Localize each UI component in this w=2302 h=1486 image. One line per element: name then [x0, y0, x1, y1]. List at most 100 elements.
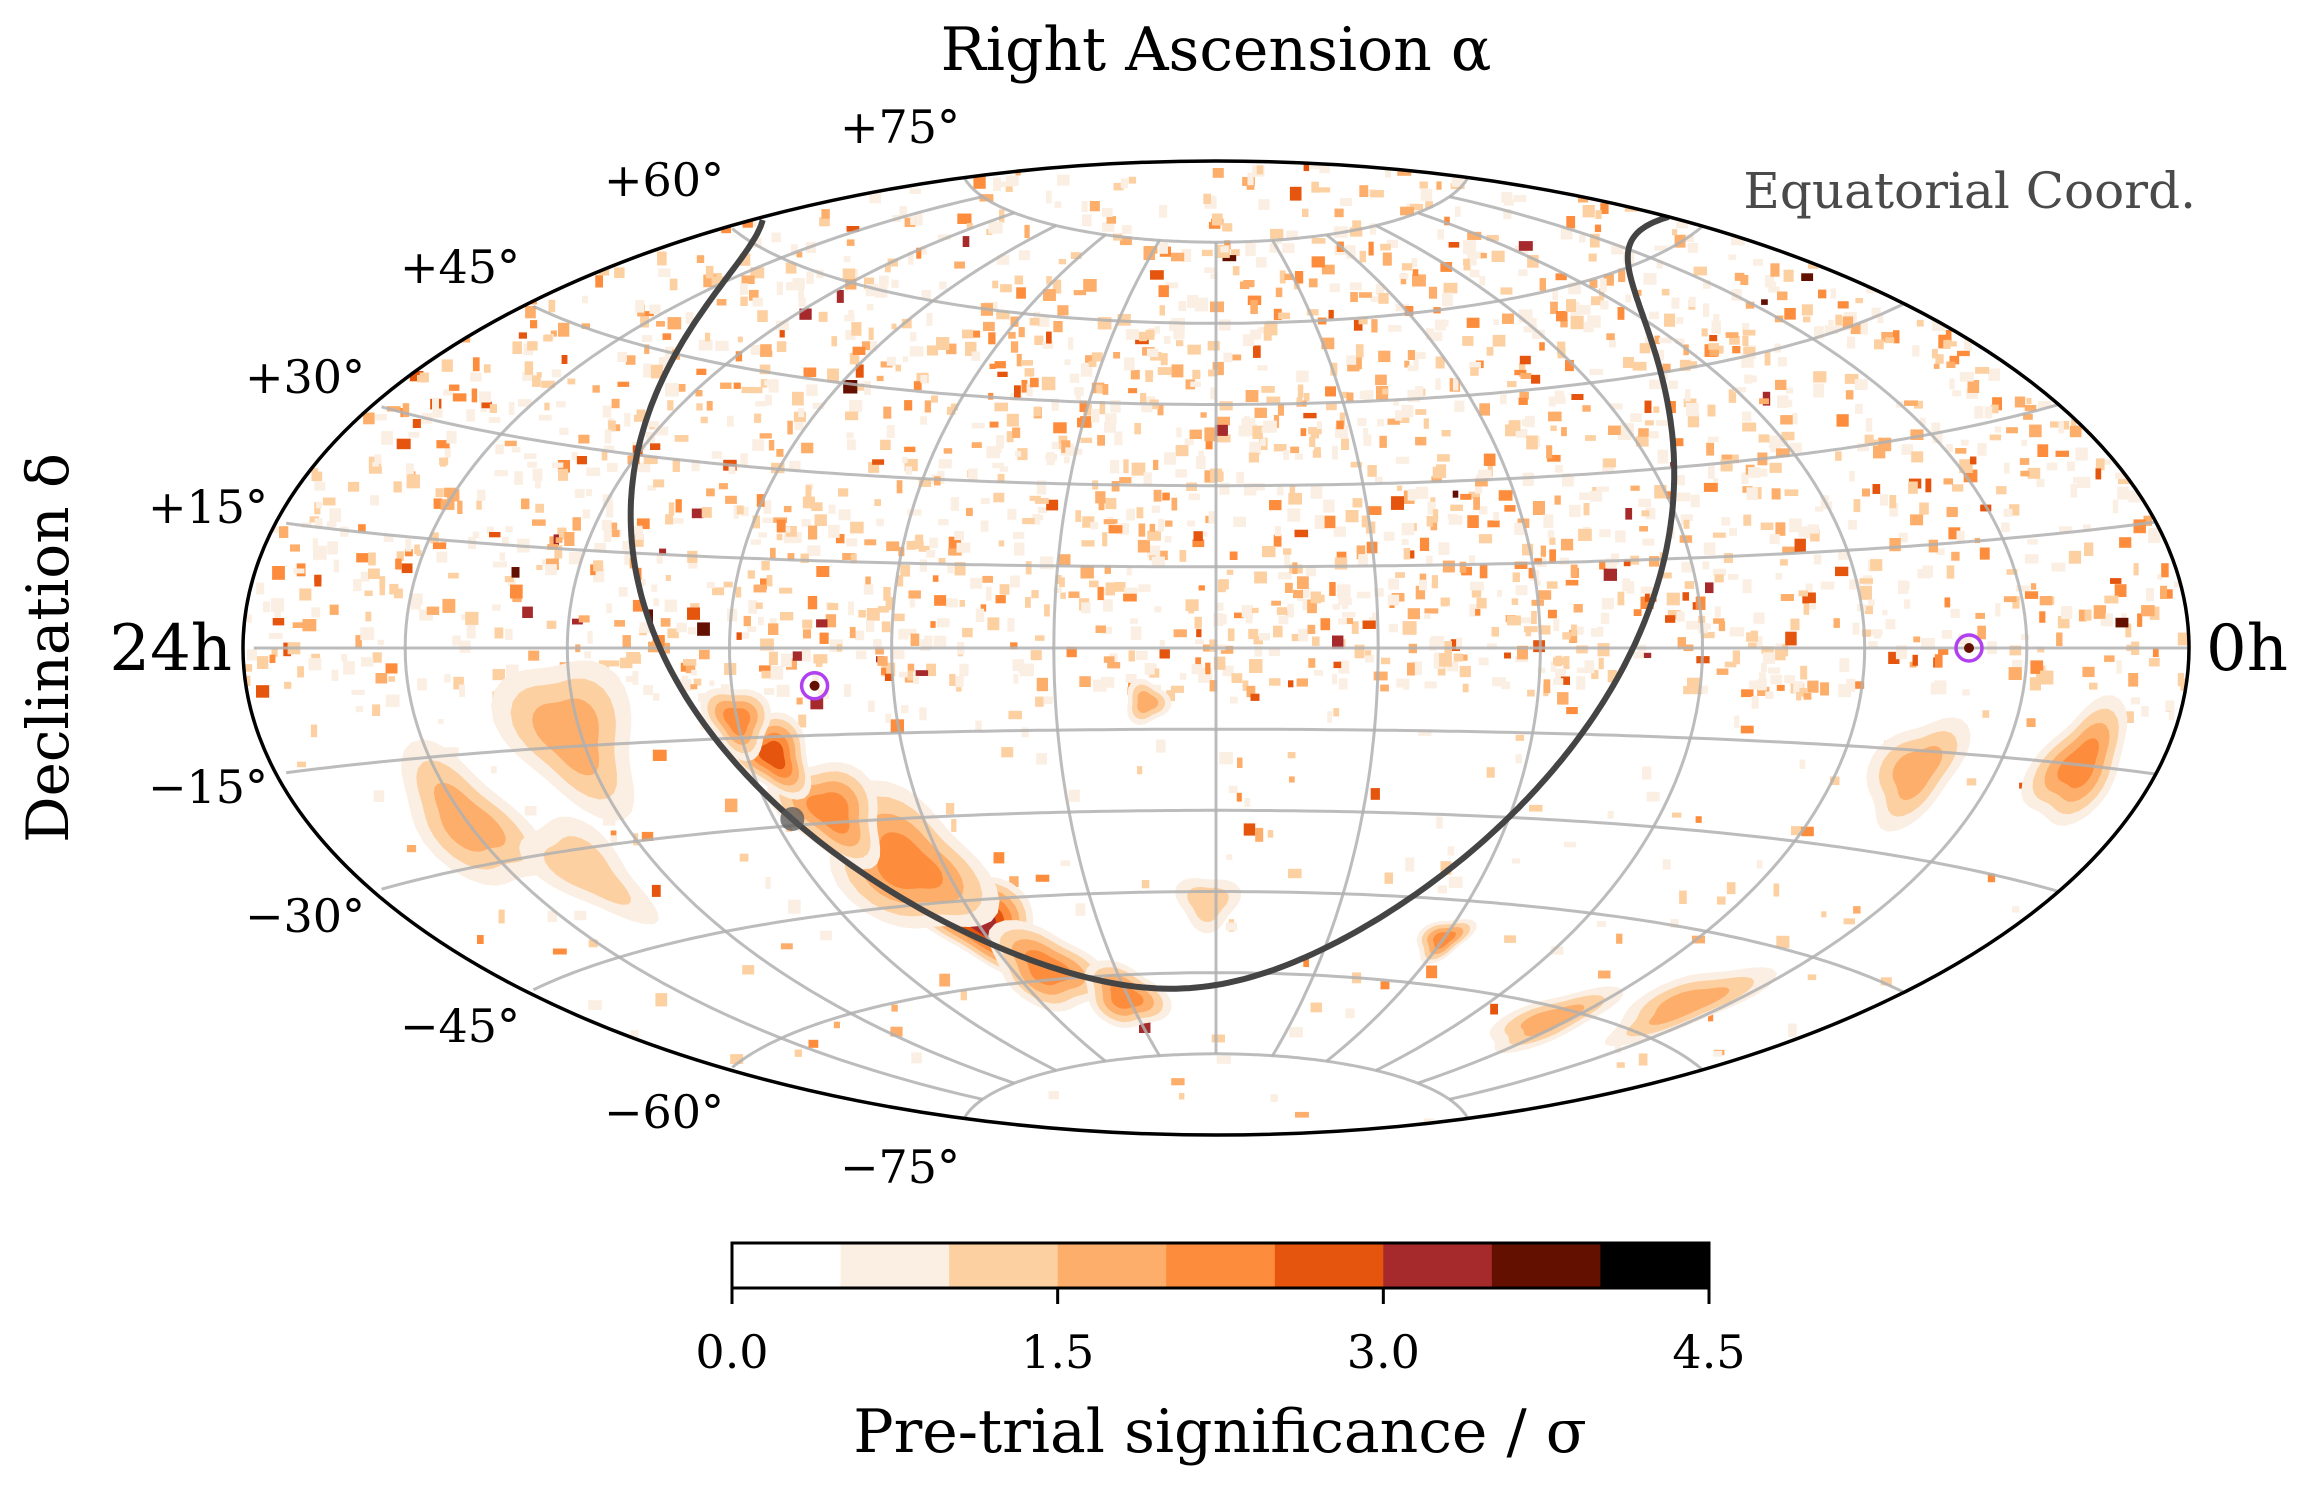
speckle — [1732, 650, 1740, 665]
speckle — [1198, 450, 1204, 457]
speckle — [1234, 612, 1244, 619]
speckle — [522, 606, 533, 618]
speckle — [742, 965, 755, 975]
speckle — [1838, 551, 1849, 560]
speckle — [1338, 618, 1347, 625]
speckle — [1454, 400, 1465, 413]
speckle — [680, 662, 687, 672]
speckle — [1910, 514, 1924, 526]
speckle — [313, 545, 327, 560]
speckle — [1789, 518, 1802, 533]
speckle — [1919, 502, 1929, 515]
speckle — [865, 576, 871, 589]
speckle — [1595, 210, 1602, 219]
speckle — [1790, 618, 1800, 631]
speckle — [1777, 291, 1788, 301]
speckle — [1933, 680, 1947, 695]
speckle — [836, 290, 844, 303]
speckle — [1776, 935, 1790, 949]
speckle — [849, 352, 860, 365]
speckle — [1515, 428, 1528, 438]
speckle — [1529, 318, 1537, 330]
speckle — [1744, 374, 1753, 384]
speckle — [843, 256, 851, 263]
speckle — [877, 606, 889, 613]
speckle — [665, 514, 673, 525]
speckle — [1059, 577, 1065, 587]
speckle — [504, 576, 514, 583]
speckle — [1502, 313, 1514, 324]
speckle — [954, 675, 964, 688]
speckle — [1007, 618, 1015, 632]
speckle — [1048, 1091, 1059, 1100]
speckle — [1101, 626, 1113, 634]
dec-tick-label: +15° — [148, 480, 268, 534]
speckle — [1056, 174, 1070, 186]
speckle — [1803, 693, 1812, 700]
speckle — [1211, 1034, 1225, 1043]
speckle — [1569, 504, 1581, 517]
speckle — [1493, 319, 1499, 326]
speckle — [1010, 575, 1020, 588]
meridian-line — [1417, 211, 1867, 1085]
speckle — [1089, 580, 1099, 588]
speckle — [1105, 413, 1117, 424]
speckle — [1702, 280, 1711, 289]
speckle — [765, 394, 772, 406]
speckle — [1597, 643, 1610, 657]
speckle — [696, 403, 703, 411]
speckle — [2009, 504, 2020, 516]
speckle — [800, 553, 809, 563]
speckle — [904, 446, 916, 453]
speckle — [1388, 624, 1399, 633]
speckle — [711, 451, 723, 459]
speckle — [1974, 406, 1984, 419]
speckle — [783, 533, 796, 544]
speckle — [1912, 654, 1918, 666]
speckle — [1941, 630, 1952, 639]
speckle — [502, 536, 509, 546]
speckle — [1724, 661, 1737, 668]
speckle — [913, 671, 919, 684]
speckle — [368, 568, 380, 579]
speckle — [908, 251, 914, 265]
speckle — [1254, 407, 1267, 418]
speckle — [1253, 636, 1263, 645]
speckle — [930, 621, 936, 628]
speckle — [632, 599, 646, 612]
speckle — [292, 622, 303, 628]
speckle — [1079, 676, 1091, 687]
speckle — [1487, 520, 1500, 528]
speckle — [476, 500, 482, 510]
speckle — [1153, 459, 1159, 470]
speckle — [1341, 438, 1349, 450]
speckle — [1837, 301, 1849, 309]
speckle — [752, 439, 765, 451]
speckle — [1771, 488, 1781, 500]
speckle — [1656, 260, 1663, 269]
speckle — [1479, 403, 1490, 416]
speckle — [1623, 559, 1631, 567]
speckle — [602, 405, 612, 418]
speckle — [1830, 288, 1836, 299]
speckle — [1898, 532, 1908, 543]
speckle — [1303, 957, 1309, 968]
colorbar-segment — [840, 1243, 950, 1288]
speckle — [2083, 524, 2091, 532]
speckle — [2141, 605, 2155, 617]
speckle — [1990, 404, 1999, 414]
speckle — [971, 442, 982, 448]
speckle — [625, 676, 638, 682]
speckle — [1577, 304, 1591, 315]
speckle — [1120, 178, 1128, 189]
hotspot-core — [809, 680, 820, 691]
speckle — [1833, 618, 1840, 628]
speckle — [947, 563, 954, 574]
speckle — [784, 526, 791, 533]
speckle — [1556, 396, 1566, 405]
speckle — [1450, 504, 1463, 511]
speckle — [1244, 798, 1251, 807]
speckle — [1339, 412, 1346, 426]
speckle — [1501, 192, 1513, 203]
speckle — [962, 329, 974, 339]
